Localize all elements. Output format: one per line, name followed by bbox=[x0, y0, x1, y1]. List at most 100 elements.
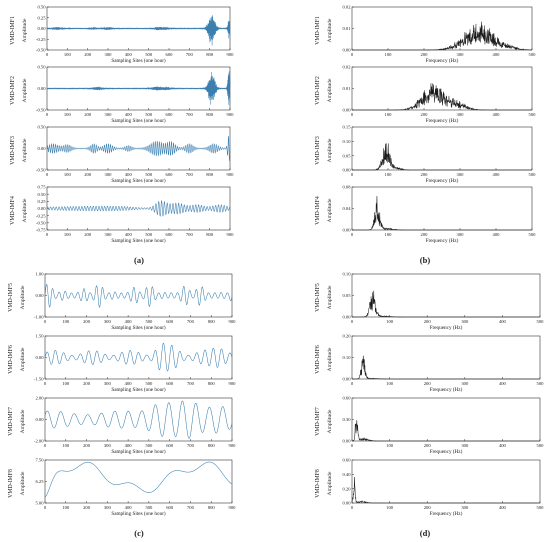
x-tick-label: 800 bbox=[206, 112, 214, 117]
x-tick-label: 400 bbox=[499, 505, 507, 510]
y-tick-label: 0.25 bbox=[37, 15, 46, 20]
x-tick-label: 600 bbox=[166, 505, 174, 510]
x-tick-label: 600 bbox=[166, 172, 174, 177]
y-tick-label: 0.50 bbox=[37, 5, 46, 10]
x-tick-label: 600 bbox=[166, 232, 174, 237]
x-axis-label: Sampling Sites (one hour) bbox=[111, 386, 166, 393]
x-tick-label: 200 bbox=[421, 52, 429, 57]
y-tick-label: 0.01 bbox=[342, 26, 351, 31]
x-tick-label: 100 bbox=[64, 112, 72, 117]
x-tick-label: 300 bbox=[104, 505, 112, 510]
x-tick-label: 0 bbox=[46, 172, 49, 177]
y-axis-label: Amplitude bbox=[327, 78, 333, 102]
x-tick-label: 300 bbox=[461, 505, 469, 510]
y-tick-label: -0.25 bbox=[36, 37, 46, 42]
x-tick-label: 200 bbox=[84, 172, 92, 177]
series-line bbox=[44, 342, 233, 372]
plot-frame bbox=[351, 273, 541, 318]
x-tick-label: 400 bbox=[125, 505, 133, 510]
chart-c-2: 0 100 200 300 400 500 600 700 800 900 -1.50 0.00 1.5… bbox=[8, 334, 236, 393]
x-tick-label: 100 bbox=[386, 381, 394, 386]
y-tick-label: 0.00 bbox=[37, 146, 46, 151]
series-label: VMD-IMF7 bbox=[8, 407, 14, 436]
y-axis-label: Amplitude bbox=[327, 285, 333, 309]
y-tick-label: -0.50 bbox=[36, 108, 46, 113]
x-tick-label: 300 bbox=[105, 112, 113, 117]
series-label: VMD-IMF3 bbox=[10, 136, 16, 165]
x-tick-label: 200 bbox=[424, 319, 432, 324]
y-tick-label: 0.00 bbox=[342, 168, 351, 173]
x-tick-label: 800 bbox=[206, 232, 214, 237]
chart-a-4: 0 100 200 300 400 500 600 700 800 900 -0.75 -0.50 -0… bbox=[10, 185, 234, 244]
x-tick-label: 400 bbox=[125, 112, 133, 117]
y-axis-label: Amplitude bbox=[20, 347, 26, 371]
x-tick-label: 100 bbox=[385, 172, 393, 177]
x-tick-label: 300 bbox=[105, 172, 113, 177]
x-tick-label: 500 bbox=[537, 443, 545, 448]
series-line bbox=[46, 71, 231, 105]
series-label: VMD-IMF1 bbox=[315, 16, 321, 45]
x-axis-label: Frequency (Hz) bbox=[430, 324, 463, 331]
x-tick-label: 200 bbox=[83, 381, 91, 386]
chart-c-4: 0 100 200 300 400 500 600 700 800 900 5.00 6.25 7.50… bbox=[8, 458, 236, 517]
chart-b-1: 0 100 200 300 400 500 0.00 0.01 0.02 Frequency (H… bbox=[315, 5, 536, 64]
x-axis-label: Frequency (Hz) bbox=[426, 237, 459, 244]
x-tick-label: 500 bbox=[145, 505, 153, 510]
x-tick-label: 0 bbox=[351, 443, 354, 448]
y-tick-label: 0.20 bbox=[342, 334, 351, 339]
x-axis-label: Frequency (Hz) bbox=[426, 57, 459, 64]
charts-layer: 0 100 200 300 400 500 600 700 800 900 -0.50 -0.25 0.… bbox=[8, 5, 544, 517]
plot-frame bbox=[46, 186, 231, 231]
chart-b-3: 0 100 200 300 400 500 0.00 0.05 0.10 0.15 Frequenc… bbox=[315, 125, 536, 184]
x-tick-label: 700 bbox=[187, 443, 195, 448]
x-tick-label: 500 bbox=[537, 319, 545, 324]
y-tick-label: 0.60 bbox=[342, 396, 351, 401]
x-tick-label: 400 bbox=[125, 52, 133, 57]
x-tick-label: 600 bbox=[166, 319, 174, 324]
y-tick-label: -1.50 bbox=[34, 377, 44, 382]
x-tick-label: 400 bbox=[499, 381, 507, 386]
x-tick-label: 200 bbox=[84, 52, 92, 57]
x-tick-label: 100 bbox=[64, 172, 72, 177]
x-axis-label: Sampling Sites (one hour) bbox=[111, 510, 166, 517]
x-tick-label: 900 bbox=[227, 112, 235, 117]
x-axis-label: Frequency (Hz) bbox=[430, 386, 463, 393]
y-tick-label: 0.01 bbox=[342, 86, 351, 91]
y-tick-label: 0.30 bbox=[342, 417, 351, 422]
y-tick-label: 0.10 bbox=[342, 139, 351, 144]
x-axis-label: Frequency (Hz) bbox=[430, 448, 463, 455]
y-tick-label: 1.00 bbox=[35, 272, 44, 277]
y-tick-label: 0.20 bbox=[342, 486, 351, 491]
plot-frame bbox=[44, 459, 233, 504]
x-tick-label: 200 bbox=[424, 443, 432, 448]
x-tick-label: 400 bbox=[493, 112, 501, 117]
x-tick-label: 400 bbox=[125, 172, 133, 177]
y-tick-label: 0.04 bbox=[342, 206, 351, 211]
x-tick-label: 800 bbox=[206, 52, 214, 57]
x-tick-label: 0 bbox=[351, 232, 354, 237]
y-tick-label: 0.00 bbox=[342, 228, 351, 233]
x-tick-label: 400 bbox=[125, 381, 133, 386]
plot-frame bbox=[44, 335, 233, 380]
x-tick-label: 900 bbox=[229, 505, 237, 510]
y-tick-label: 0.05 bbox=[342, 153, 351, 158]
x-tick-label: 400 bbox=[125, 443, 133, 448]
y-tick-label: 0.10 bbox=[342, 355, 351, 360]
x-tick-label: 0 bbox=[44, 319, 47, 324]
panel-label-c: (c) bbox=[134, 528, 144, 538]
y-axis-label: Amplitude bbox=[22, 138, 28, 162]
series-line bbox=[351, 476, 540, 504]
series-line bbox=[352, 355, 540, 380]
chart-d-1: 0 100 200 300 400 500 0.00 0.05 0.10 Frequency (H… bbox=[315, 272, 544, 331]
x-tick-label: 500 bbox=[529, 52, 537, 57]
y-tick-label: 0.00 bbox=[342, 439, 351, 444]
x-tick-label: 100 bbox=[385, 232, 393, 237]
x-tick-label: 300 bbox=[457, 232, 465, 237]
x-tick-label: 500 bbox=[529, 232, 537, 237]
x-tick-label: 300 bbox=[104, 381, 112, 386]
panel-label-a: (a) bbox=[134, 255, 144, 265]
x-tick-label: 600 bbox=[166, 443, 174, 448]
x-tick-label: 800 bbox=[208, 319, 216, 324]
x-tick-label: 300 bbox=[461, 319, 469, 324]
x-tick-label: 700 bbox=[186, 172, 194, 177]
